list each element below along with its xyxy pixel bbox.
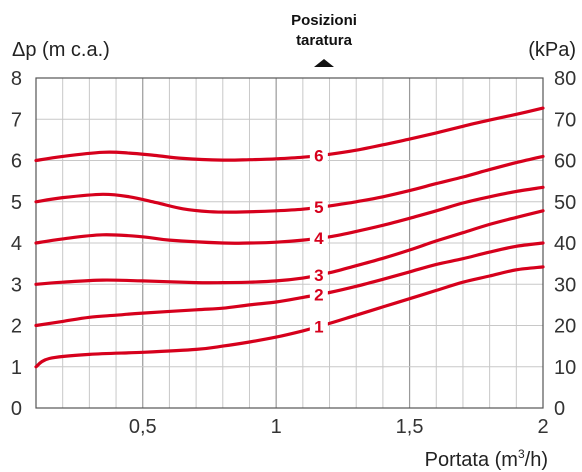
y-tick-left-label: 2	[11, 316, 22, 338]
y-tick-right-label: 30	[554, 274, 576, 296]
x-axis-label-sup: 3	[518, 447, 525, 461]
x-tick-label: 0,5	[129, 416, 157, 438]
curve-label-bg-3	[309, 264, 328, 284]
x-axis-label-suffix: /h)	[525, 449, 548, 471]
y-tick-left-label: 5	[11, 192, 22, 214]
curve-label-bg-6	[309, 145, 328, 165]
settings-label-line2: taratura	[296, 32, 353, 49]
y-tick-right-label: 80	[554, 68, 576, 90]
grid-lines	[36, 78, 543, 408]
x-tick-label: 2	[537, 416, 548, 438]
y-tick-left-label: 8	[11, 68, 22, 90]
curve-label-bg-5	[309, 197, 328, 217]
x-ticks: 0,5 1 1,5 2	[129, 416, 549, 438]
x-tick-label: 1,5	[396, 416, 424, 438]
curve-label-5: 5	[314, 198, 323, 217]
curve-label-6: 6	[314, 146, 323, 165]
curve-label-bg-4	[309, 228, 328, 248]
y-axis-label-right: (kPa)	[528, 39, 576, 61]
y-tick-right-label: 0	[554, 398, 565, 420]
y-tick-right-label: 60	[554, 151, 576, 173]
curve-label-2: 2	[314, 285, 323, 304]
x-tick-label: 1	[271, 416, 282, 438]
x-axis-label-prefix: Portata (m	[425, 449, 518, 471]
settings-label-line1: Posizioni	[291, 12, 357, 29]
y-axis-label-left: Δp (m c.a.)	[12, 39, 110, 61]
y-ticks-left: 0 1 2 3 4 5 6 7 8	[11, 68, 22, 420]
y-ticks-right: 0 10 20 30 40 50 60 70 80	[554, 68, 576, 420]
settings-arrow-icon	[314, 59, 334, 67]
curves-group	[34, 106, 545, 369]
y-tick-left-label: 6	[11, 151, 22, 173]
curve-3	[34, 209, 545, 286]
y-tick-left-label: 4	[11, 233, 22, 255]
y-tick-right-label: 70	[554, 109, 576, 131]
curve-label-3: 3	[314, 266, 323, 285]
curve-2	[34, 241, 545, 328]
y-tick-left-label: 1	[11, 357, 22, 379]
curve-6	[34, 106, 545, 163]
y-tick-left-label: 7	[11, 109, 22, 131]
y-tick-right-label: 40	[554, 233, 576, 255]
y-tick-right-label: 20	[554, 316, 576, 338]
y-tick-left-label: 3	[11, 274, 22, 296]
x-axis-label: Portata (m3/h)	[425, 447, 548, 471]
curve-label-1: 1	[314, 317, 323, 336]
curve-label-bg-1	[309, 316, 328, 336]
y-tick-right-label: 50	[554, 192, 576, 214]
curve-label-4: 4	[314, 229, 324, 248]
y-tick-right-label: 10	[554, 357, 576, 379]
curve-5	[34, 154, 545, 214]
y-tick-left-label: 0	[11, 398, 22, 420]
curve-label-bg-2	[309, 284, 328, 304]
